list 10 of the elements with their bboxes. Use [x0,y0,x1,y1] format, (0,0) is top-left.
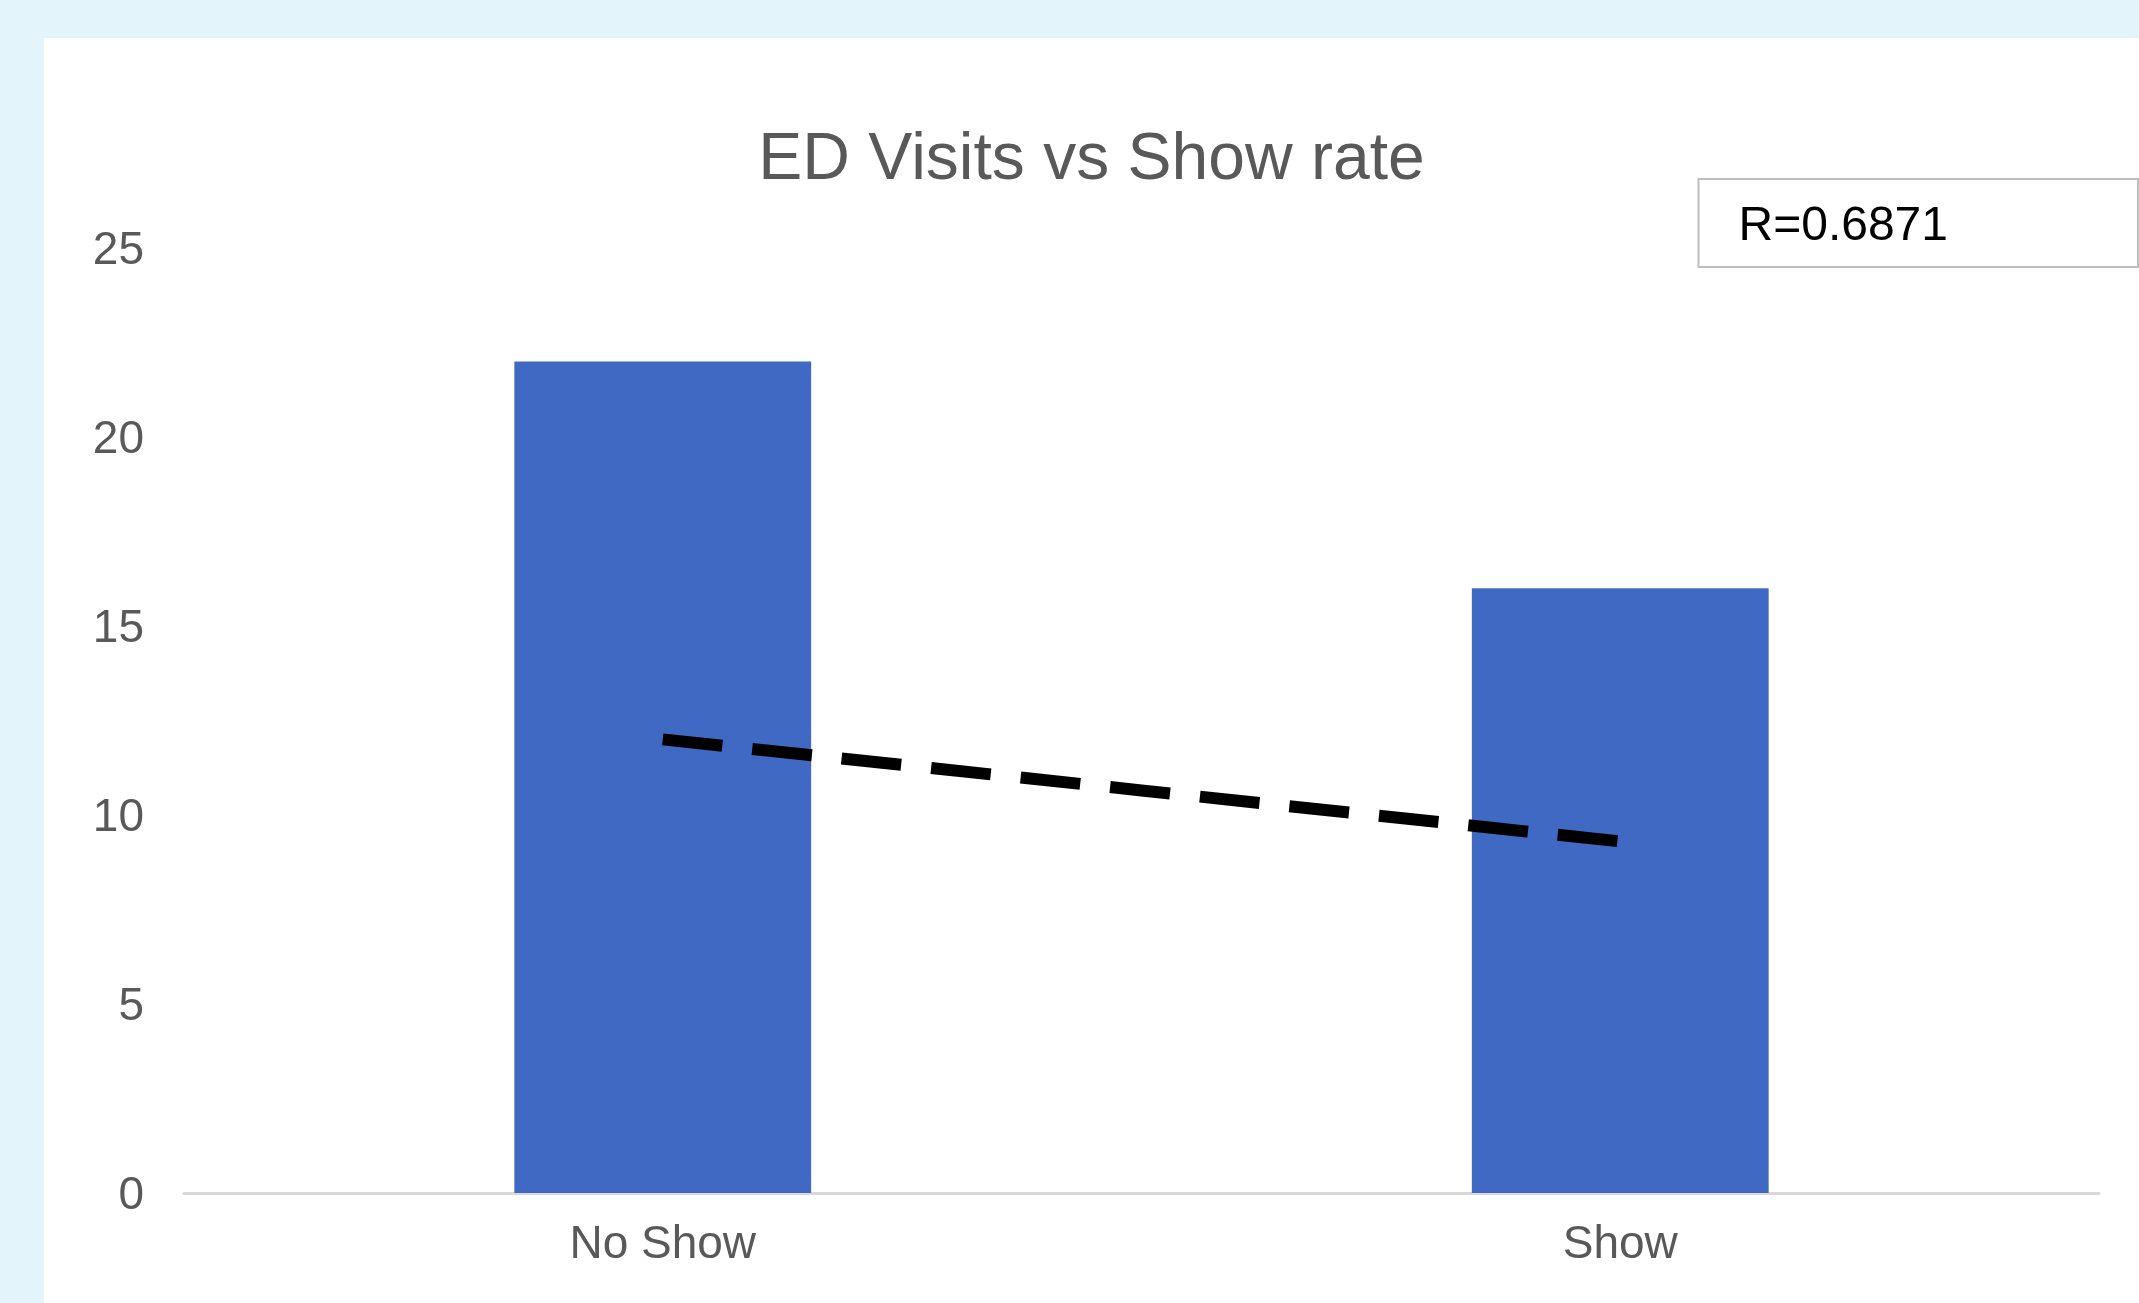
x-tick-label: No Show [569,1216,757,1268]
annotation: R=0.6871 [1738,196,1949,250]
y-tick-label: 0 [118,1167,144,1219]
y-tick-label: 20 [92,411,144,463]
y-tick-label: 5 [118,978,144,1030]
y-tick-label: 25 [92,222,144,274]
y-tick-label: 10 [92,789,144,841]
x-tick-label: Show [1562,1216,1679,1268]
chart-title: ED Visits vs Show rate [758,119,1425,193]
y-tick-label: 15 [92,600,144,652]
